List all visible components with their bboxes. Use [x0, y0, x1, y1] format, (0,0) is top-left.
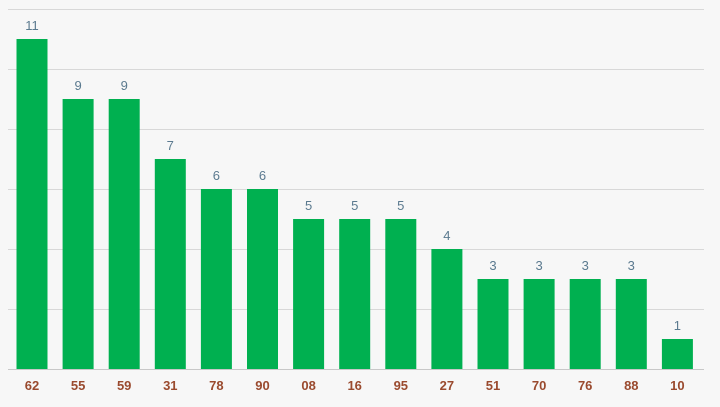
data-label: 6 — [259, 168, 266, 183]
data-labels: 11 9 9 7 6 6 5 5 5 4 3 3 3 3 1 — [25, 18, 681, 333]
data-label: 3 — [582, 258, 589, 273]
x-tick-label: 90 — [255, 378, 269, 393]
bar-10 — [661, 339, 693, 369]
data-label: 6 — [213, 168, 220, 183]
bars — [16, 39, 693, 369]
bar-62 — [16, 39, 48, 369]
x-tick-label: 59 — [117, 378, 131, 393]
data-label: 9 — [74, 78, 81, 93]
bar-31 — [154, 159, 186, 369]
x-axis-tick-labels: 62 55 59 31 78 90 08 16 95 27 51 70 76 88 10 — [25, 378, 685, 393]
x-tick-label: 10 — [670, 378, 684, 393]
bar-16 — [339, 219, 371, 369]
data-label: 5 — [397, 198, 404, 213]
x-tick-label: 95 — [394, 378, 408, 393]
bar-76 — [569, 279, 601, 369]
bar-59 — [108, 99, 140, 369]
x-tick-label: 08 — [301, 378, 315, 393]
bar-95 — [385, 219, 417, 369]
bar-55 — [62, 99, 94, 369]
data-label: 1 — [674, 318, 681, 333]
bar-70 — [523, 279, 555, 369]
bar-51 — [477, 279, 509, 369]
data-label: 3 — [628, 258, 635, 273]
data-label: 9 — [121, 78, 128, 93]
x-tick-label: 76 — [578, 378, 592, 393]
x-tick-label: 55 — [71, 378, 85, 393]
x-tick-label: 78 — [209, 378, 223, 393]
bar-08 — [293, 219, 325, 369]
x-tick-label: 51 — [486, 378, 500, 393]
bar-90 — [247, 189, 278, 369]
bar-27 — [431, 249, 463, 369]
x-tick-label: 27 — [440, 378, 454, 393]
data-label: 11 — [25, 18, 39, 33]
bar-88 — [615, 279, 647, 369]
data-label: 3 — [535, 258, 542, 273]
data-label: 5 — [351, 198, 358, 213]
data-label: 5 — [305, 198, 312, 213]
bar-78 — [200, 189, 232, 369]
data-label: 3 — [489, 258, 496, 273]
x-tick-label: 62 — [25, 378, 39, 393]
x-tick-label: 88 — [624, 378, 638, 393]
x-tick-label: 16 — [347, 378, 361, 393]
x-tick-label: 31 — [163, 378, 177, 393]
data-label: 4 — [443, 228, 450, 243]
x-tick-label: 70 — [532, 378, 546, 393]
data-label: 7 — [167, 138, 174, 153]
